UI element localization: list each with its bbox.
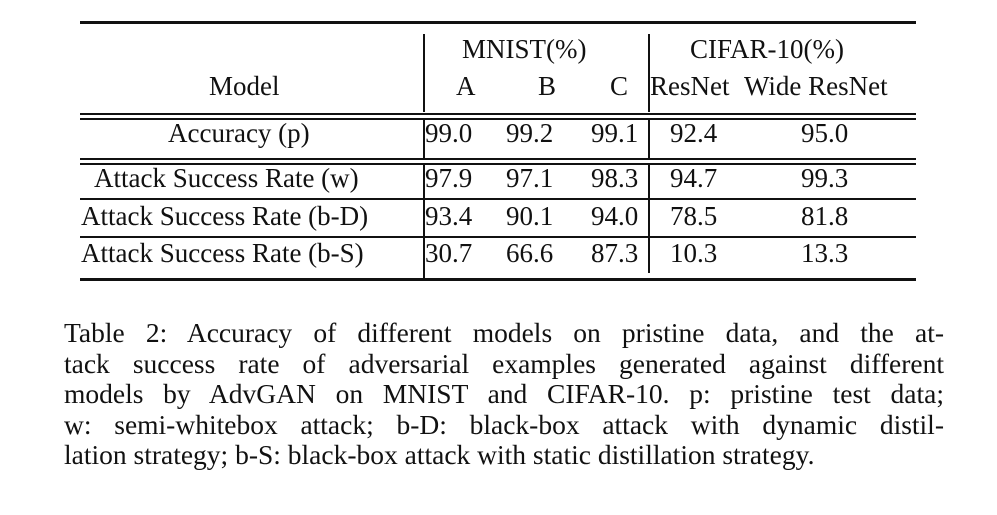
bottom-rule: [80, 278, 916, 281]
cell-a: 93.4: [425, 201, 473, 231]
column-separator-right: [648, 164, 650, 273]
cell-c: 94.0: [591, 201, 639, 231]
cell-resnet: 92.4: [670, 118, 718, 148]
row-rule: [80, 236, 916, 238]
cell-b: 99.2: [506, 118, 554, 148]
caption-line: tack success rate of adversarial example…: [64, 347, 944, 379]
cell-wide-resnet: 99.3: [801, 163, 849, 193]
column-separator-left: [423, 119, 425, 158]
cell-b: 66.6: [506, 238, 554, 268]
cell-c: 87.3: [591, 238, 639, 268]
row-label: Attack Success Rate (b-D): [81, 201, 369, 231]
column-separator-right: [648, 34, 650, 112]
top-rule: [80, 21, 916, 24]
header-rule-upper: [80, 113, 916, 115]
cell-wide-resnet: 95.0: [801, 118, 849, 148]
caption-line: w: semi-whitebox attack; b-D: black-box …: [64, 408, 944, 440]
column-separator-right: [648, 119, 650, 158]
table-caption: Table 2: Accuracy of different models on…: [64, 317, 944, 471]
cell-c: 99.1: [591, 118, 639, 148]
section-rule-lower: [80, 163, 916, 165]
cell-b: 90.1: [506, 201, 554, 231]
cell-c: 98.3: [591, 163, 639, 193]
cell-wide-resnet: 13.3: [801, 238, 849, 268]
section-rule-upper: [80, 158, 916, 160]
column-separator-left: [423, 34, 425, 112]
cell-resnet: 78.5: [670, 201, 718, 231]
caption-line: models by AdvGAN on MNIST and CIFAR-10. …: [64, 378, 944, 409]
caption-line: lation strategy; b-S: black-box attack w…: [64, 439, 815, 470]
row-label: Attack Success Rate (b-S): [81, 238, 364, 268]
resnet-column-header: ResNet: [650, 71, 730, 101]
cell-b: 97.1: [506, 163, 554, 193]
cell-a: 99.0: [425, 118, 473, 148]
header-rule-lower: [80, 118, 916, 120]
wide-resnet-column-header: Wide ResNet: [744, 71, 888, 101]
mnist-group-header: MNIST(%): [462, 34, 587, 64]
cell-a: 30.7: [425, 238, 473, 268]
cell-wide-resnet: 81.8: [801, 201, 849, 231]
column-separator-left: [423, 164, 425, 278]
column-c-header: C: [610, 71, 629, 101]
caption-line: Table 2: Accuracy of different models on…: [64, 317, 944, 348]
cell-a: 97.9: [425, 163, 473, 193]
row-label: Accuracy (p): [168, 118, 310, 148]
column-a-header: A: [456, 71, 476, 101]
row-label: Attack Success Rate (w): [94, 163, 359, 193]
row-rule: [80, 198, 916, 200]
column-b-header: B: [538, 71, 557, 101]
model-column-header: Model: [209, 71, 280, 101]
cell-resnet: 94.7: [670, 163, 718, 193]
cifar-group-header: CIFAR-10(%): [690, 34, 844, 64]
cell-resnet: 10.3: [670, 238, 718, 268]
